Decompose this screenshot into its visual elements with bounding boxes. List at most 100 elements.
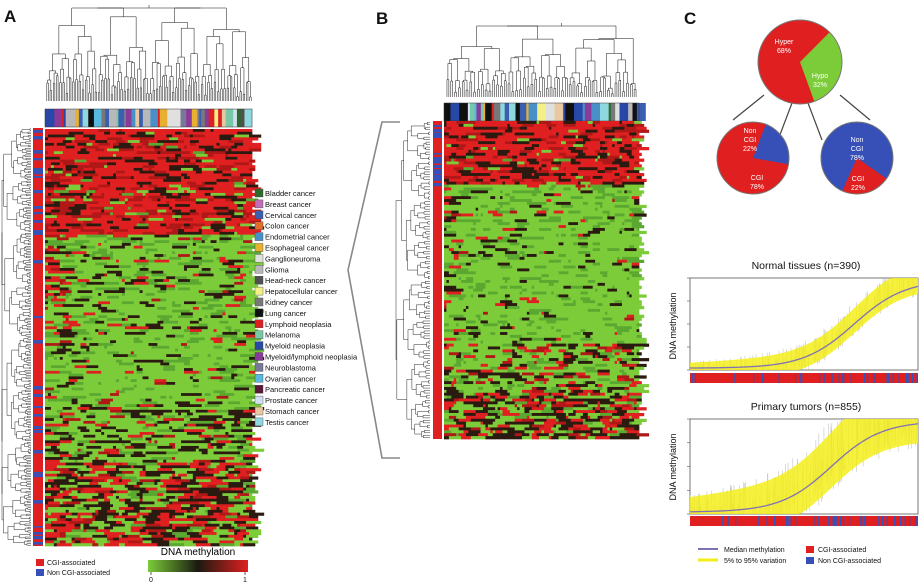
panel-label-b: B: [376, 9, 388, 28]
legend-swatch: [255, 233, 263, 241]
sample-annotation-bar-b: [444, 103, 646, 121]
legend-swatch: [255, 244, 263, 252]
right-non-value: 78%: [850, 155, 864, 162]
legend-swatch: [255, 374, 263, 382]
legend-entry: Head-neck cancer: [265, 276, 326, 285]
legend-swatch: [255, 211, 263, 219]
legend-entry: Testis cancer: [265, 418, 309, 427]
legend-swatch: [255, 200, 263, 208]
primary-tumors-plot: [687, 419, 918, 514]
left-dendrogram-b: [396, 122, 430, 438]
legend-entry: Hepatocellular cancer: [265, 287, 338, 296]
colorbar-max: 1: [243, 577, 247, 583]
variation-legend-label: 5% to 95% variation: [724, 558, 786, 565]
panel-label-a: A: [4, 7, 16, 26]
legend-swatch: [255, 189, 263, 197]
legend-swatch: [255, 298, 263, 306]
left-non-label2: CGI: [744, 137, 757, 144]
cgi-annotation-bar-b: [433, 121, 442, 439]
legend-entry: Cervical cancer: [265, 211, 317, 220]
cgi-legend-label: CGI-associated: [47, 560, 95, 567]
legend-entry: Endometrial cancer: [265, 233, 330, 242]
median-legend-label: Median methylation: [724, 547, 785, 554]
top-dendrogram-a: [47, 5, 251, 101]
non-cgi-swatch: [36, 569, 44, 576]
legend-swatch: [255, 254, 263, 262]
top-dendrogram-b: [447, 23, 636, 97]
legend-entry: Lymphoid neoplasia: [265, 320, 332, 329]
colorbar-min: 0: [149, 577, 153, 583]
right-non-label: Non: [851, 137, 864, 144]
legend-entry: Bladder cancer: [265, 189, 316, 198]
colorbar-title: DNA methylation: [161, 547, 235, 558]
zoom-bracket: [348, 122, 400, 458]
panel-label-c: C: [684, 9, 696, 28]
legend-swatch: [255, 396, 263, 404]
legend-entry: Kidney cancer: [265, 298, 313, 307]
legend-entry: Ovarian cancer: [265, 374, 316, 383]
normal-cgi-strip: [690, 373, 918, 383]
legend-entry: Esophageal cancer: [265, 244, 330, 253]
legend-swatch: [255, 309, 263, 317]
normal-tissues-plot: [687, 278, 918, 370]
c-non-cgi-legend-label: Non CGI-associated: [818, 558, 881, 565]
hyper-value: 68%: [777, 48, 791, 55]
left-non-label: Non: [744, 128, 757, 135]
legend-swatch: [255, 222, 263, 230]
legend-entry: Neuroblastoma: [265, 363, 317, 372]
legend-entry: Melanoma: [265, 331, 301, 340]
legend-swatch: [255, 353, 263, 361]
right-cgi-label: CGI: [852, 176, 865, 183]
left-non-value: 22%: [743, 146, 757, 153]
legend-entry: Myeloid neoplasia: [265, 342, 326, 351]
legend-entry: Prostate cancer: [265, 396, 318, 405]
normal-plot-ylabel: DNA methylation: [668, 292, 678, 359]
cgi-annotation-bar-a: [33, 128, 43, 546]
legend-swatch: [255, 276, 263, 284]
c-cgi-legend-label: CGI-associated: [818, 547, 866, 554]
legend-swatch: [255, 287, 263, 295]
legend-swatch: [255, 407, 263, 415]
legend-entry: Colon cancer: [265, 222, 310, 231]
legend-swatch: [255, 331, 263, 339]
hypo-value: 32%: [813, 82, 827, 89]
tumor-cgi-strip: [690, 516, 918, 526]
colorbar-gradient: [148, 560, 248, 572]
legend-entry: Myeloid/lymphoid neoplasia: [265, 353, 358, 362]
normal-plot-title: Normal tissues (n=390): [752, 260, 861, 272]
non-cgi-legend-label: Non CGI-associated: [47, 570, 110, 577]
legend-entry: Pancreatic cancer: [265, 385, 326, 394]
c-non-cgi-swatch: [806, 557, 814, 564]
cgi-swatch: [36, 559, 44, 566]
right-non-label2: CGI: [851, 146, 864, 153]
heatmap-a: [45, 129, 264, 546]
legend-swatch: [255, 342, 263, 350]
right-cgi-value: 22%: [851, 185, 865, 192]
cgi-legend-a: CGI-associated Non CGI-associated: [36, 559, 110, 577]
legend-entry: Ganglioneuroma: [265, 254, 321, 263]
hyper-label: Hyper: [775, 39, 794, 46]
sample-annotation-bar-a: [45, 109, 252, 127]
legend-swatch: [255, 320, 263, 328]
tumor-plot-ylabel: DNA methylation: [668, 433, 678, 500]
hyper-hypo-pie: [758, 20, 842, 104]
legend-swatch: [255, 265, 263, 273]
legend-swatch: [255, 363, 263, 371]
hypo-label: Hypo: [812, 73, 828, 80]
legend-entry: Glioma: [265, 265, 290, 274]
left-cgi-label: CGI: [751, 175, 764, 182]
c-cgi-swatch: [806, 546, 814, 553]
left-cgi-value: 78%: [750, 184, 764, 191]
panel-c: Hyper 68% Hypo 32% Non CGI 22% CGI 78% N…: [668, 20, 918, 565]
legend-entry: Stomach cancer: [265, 407, 320, 416]
methylation-colorbar: DNA methylation 0 1: [148, 547, 248, 583]
heatmap-b: [444, 121, 649, 439]
legend-swatch: [255, 418, 263, 426]
tumor-plot-title: Primary tumors (n=855): [751, 401, 862, 413]
legend-entry: Lung cancer: [265, 309, 307, 318]
panel-c-legend: Median methylation 5% to 95% variation C…: [698, 546, 881, 565]
left-dendrogram-a: [2, 129, 31, 545]
